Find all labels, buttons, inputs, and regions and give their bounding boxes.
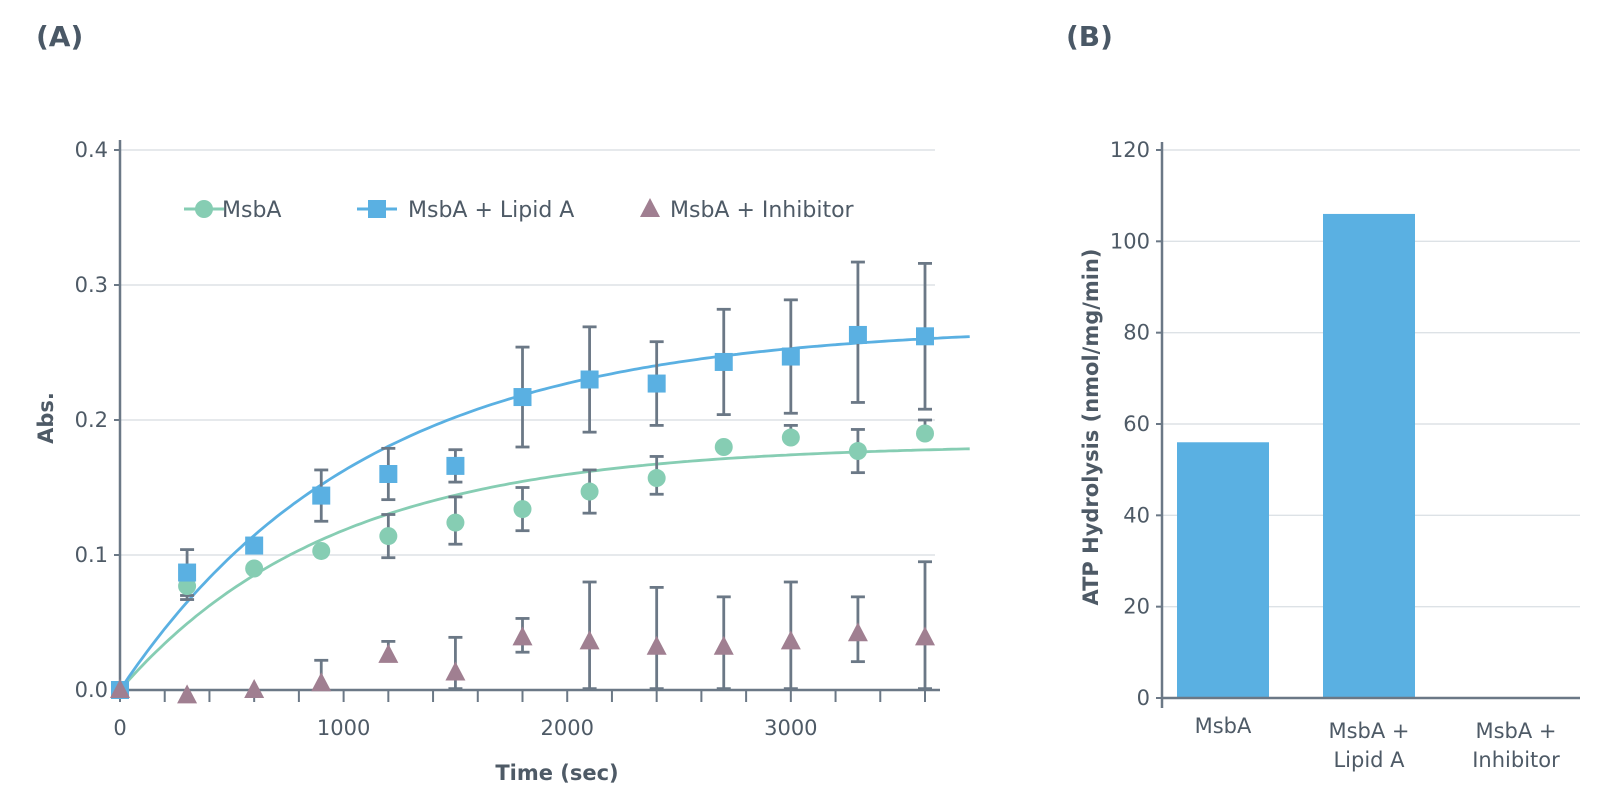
chart-b-y-tick-label-0: 0 (1137, 686, 1150, 710)
legend-item-msba-inhibitor: MsbA + Inhibitor (640, 198, 855, 223)
chart-a-x-tick-label-1: 1000 (317, 716, 370, 740)
legend-item-msba: MsbA (184, 198, 281, 223)
chart-a-tick-labels: 0.0 0.1 0.2 0.3 0.4 0 1000 2000 3000 (75, 138, 818, 740)
data-point-msba-lipid-a-2700 (714, 352, 733, 371)
category-label-msba: MsbA (1195, 714, 1252, 738)
chart-a-legend: MsbA MsbA + Lipid A MsbA + Inhibitor (184, 198, 855, 223)
data-point-msba-lipid-a-300 (178, 563, 197, 582)
data-point-msba-lipid-a-3300 (848, 325, 867, 344)
data-point-msba-inhibitor-1200 (378, 643, 399, 663)
chart-b-y-tick-label-3: 60 (1123, 412, 1150, 436)
chart-a-y-tick-label-1: 0.1 (75, 543, 108, 567)
category-label-line: MsbA (1195, 714, 1252, 738)
chart-a-y-tick-label-3: 0.3 (75, 273, 108, 297)
chart-b-y-tick-label-1: 20 (1123, 595, 1150, 619)
data-point-msba-2400 (647, 469, 666, 488)
chart-b-bars (1177, 213, 1415, 698)
category-label-msba-inhibitor: MsbA + Inhibitor (1472, 719, 1560, 772)
data-point-msba-inhibitor-300 (177, 684, 198, 704)
data-point-msba-inhibitor-3600 (915, 626, 935, 646)
chart-b-y-axis-title: ATP Hydrolysis (nmol/mg/min) (1079, 248, 1103, 605)
data-point-msba-1800 (513, 500, 532, 519)
data-point-msba-lipid-a-900 (312, 486, 331, 505)
category-label-line: MsbA + (1328, 719, 1409, 743)
chart-a-x-tick-label-0: 0 (113, 716, 126, 740)
error-bar-msba-inhibitor-3600 (918, 560, 932, 691)
bar-msba (1177, 442, 1269, 698)
data-point-msba-inhibitor-1800 (512, 626, 533, 646)
legend-marker (640, 198, 660, 217)
data-point-msba-inhibitor-2700 (713, 635, 734, 655)
chart-a-gridlines (120, 149, 935, 556)
data-point-msba-inhibitor-600 (244, 679, 265, 698)
category-label-line: MsbA + (1475, 719, 1556, 743)
chart-a-x-tick-label-3: 3000 (764, 716, 817, 740)
chart-a-fit-curves (118, 335, 970, 691)
data-point-msba-3600 (916, 424, 934, 443)
data-point-msba-1200 (379, 527, 398, 546)
data-point-msba-inhibitor-900 (311, 672, 332, 692)
bar-chart-atp-hydrolysis: 0 20 40 60 80 100 120 MsbA MsbA + Lipid A MsbA + I… (1079, 138, 1580, 772)
data-point-msba-lipid-a-1200 (379, 465, 398, 483)
chart-b-category-labels: MsbA MsbA + Lipid A MsbA + Inhibitor (1195, 714, 1561, 772)
chart-b-y-tick-label-4: 80 (1123, 321, 1150, 345)
data-point-msba-inhibitor-1500 (445, 661, 466, 681)
legend-item-msba-lipid-a: MsbA + Lipid A (357, 198, 574, 223)
data-point-msba-900 (312, 541, 331, 560)
chart-a-y-axis-title: Abs. (34, 392, 58, 444)
data-point-msba-inhibitor-2100 (579, 630, 600, 650)
chart-b-y-tick-label-5: 100 (1110, 229, 1150, 253)
data-point-msba-lipid-a-1800 (513, 388, 532, 407)
bar-msba-lipid-a (1323, 213, 1415, 698)
data-point-msba-inhibitor-2400 (646, 635, 667, 655)
legend-marker (368, 200, 386, 218)
panel-b-label: (B) (1066, 20, 1113, 53)
data-point-msba-3300 (848, 442, 867, 461)
chart-b-y-tick-label-2: 40 (1123, 503, 1150, 527)
data-point-msba-600 (245, 559, 264, 578)
data-point-msba-lipid-a-1500 (446, 456, 465, 475)
chart-a-y-tick-label-0: 0.0 (75, 678, 108, 702)
category-label-msba-lipid-a: MsbA + Lipid A (1328, 719, 1409, 772)
legend-marker (195, 200, 213, 218)
chart-a-y-tick-label-4: 0.4 (75, 138, 108, 162)
chart-a-x-axis-title: Time (sec) (495, 761, 618, 785)
data-point-msba-2100 (580, 482, 599, 501)
chart-b-axes (1156, 142, 1580, 708)
fit-curve-msba-lipid-a (118, 335, 970, 691)
data-point-msba-1500 (446, 513, 465, 532)
legend-label: MsbA + Lipid A (408, 198, 574, 223)
data-point-msba-3000 (781, 428, 800, 447)
chart-a-y-tick-label-2: 0.2 (75, 408, 108, 432)
data-point-msba-inhibitor-3300 (847, 622, 868, 642)
data-point-msba-2700 (714, 438, 733, 456)
chart-a-x-tick-label-2: 2000 (540, 716, 593, 740)
data-point-msba-inhibitor-0 (110, 679, 130, 698)
legend-label: MsbA + Inhibitor (670, 198, 855, 223)
legend-label: MsbA (222, 198, 281, 223)
data-point-msba-lipid-a-3600 (916, 327, 934, 346)
data-point-msba-inhibitor-3000 (780, 630, 801, 650)
category-label-line: Inhibitor (1472, 748, 1560, 772)
category-label-line: Lipid A (1333, 748, 1405, 772)
data-point-msba-lipid-a-3000 (781, 347, 800, 366)
line-chart-absorbance: 0.0 0.1 0.2 0.3 0.4 0 1000 2000 3000 MsbA MsbA + … (34, 138, 970, 785)
data-point-msba-lipid-a-2400 (647, 374, 666, 393)
chart-b-tick-labels: 0 20 40 60 80 100 120 (1110, 138, 1150, 710)
chart-a-data-points (110, 325, 935, 704)
data-point-msba-lipid-a-2100 (580, 370, 599, 389)
chart-b-y-tick-label-6: 120 (1110, 138, 1150, 162)
panel-a-label: (A) (36, 20, 83, 53)
data-point-msba-lipid-a-600 (245, 536, 264, 555)
